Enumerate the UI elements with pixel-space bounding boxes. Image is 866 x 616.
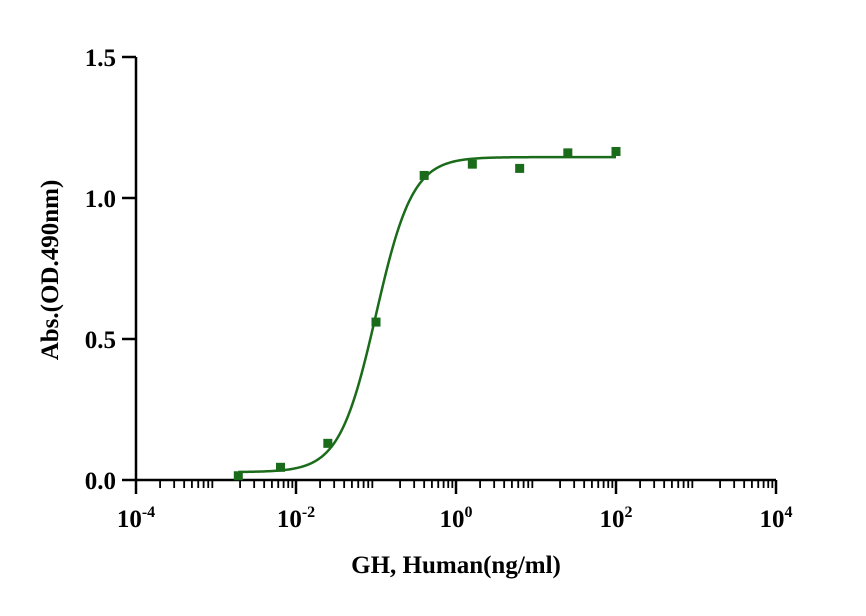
data-point [233,471,243,481]
data-point [275,462,285,472]
x-tick-label: 102 [600,504,633,533]
fit-curve [238,155,616,474]
y-tick-label: 0.0 [85,468,116,495]
data-point [323,438,333,448]
data-point [371,317,381,327]
x-tick-label: 100 [440,504,473,533]
y-tick-label: 1.0 [85,186,116,213]
y-tick-label: 0.5 [85,327,116,354]
data-point [419,170,429,180]
y-axis-label: Abs.(OD.490nm) [37,180,64,361]
x-tick-label: 104 [760,504,793,533]
y-tick-label: 1.5 [85,45,116,72]
data-point [611,146,621,156]
x-tick-label: 10-4 [117,504,155,533]
data-point [467,159,477,169]
data-point [563,148,573,158]
x-axis-label: GH, Human(ng/ml) [351,552,561,579]
data-point [515,163,525,173]
x-tick-label: 10-2 [277,504,315,533]
